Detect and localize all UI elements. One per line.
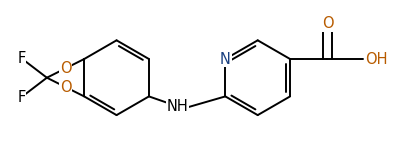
Text: F: F (17, 90, 26, 105)
Text: O: O (60, 80, 72, 95)
Text: F: F (17, 51, 26, 66)
Text: O: O (321, 16, 333, 31)
Text: NH: NH (167, 99, 188, 115)
Text: OH: OH (365, 51, 387, 66)
Text: N: N (220, 51, 231, 66)
Text: O: O (60, 61, 72, 76)
